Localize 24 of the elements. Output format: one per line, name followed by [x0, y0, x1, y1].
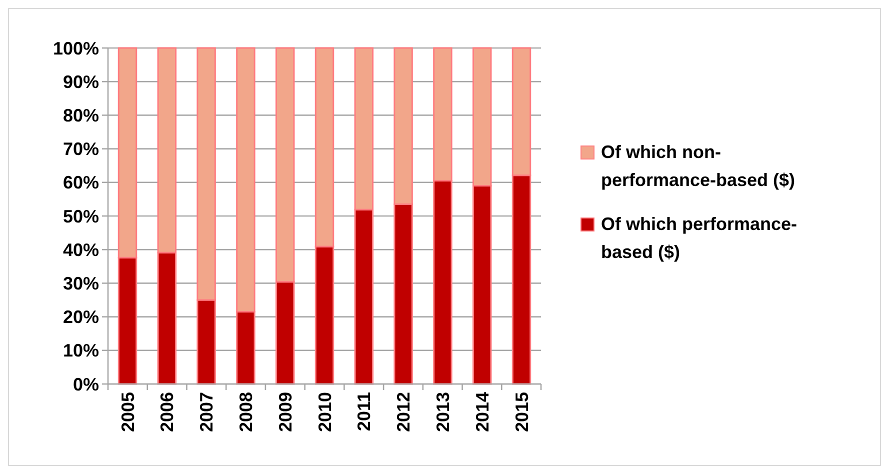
x-tick-label: 2009 [275, 392, 296, 432]
legend-label: Of which non-performance-based ($) [601, 142, 796, 190]
y-tick-label: 40% [62, 240, 99, 260]
y-tick-label: 60% [62, 172, 99, 193]
y-tick-label: 10% [62, 340, 99, 361]
y-tick-label: 70% [62, 139, 99, 160]
x-tick-label: 2014 [472, 392, 492, 432]
x-tick-label: 2015 [512, 392, 532, 432]
x-tick-label: 2010 [314, 392, 335, 432]
y-tick-label: 20% [62, 307, 99, 328]
x-tick-label: 2013 [433, 392, 453, 432]
x-tick-label: 2007 [196, 392, 217, 432]
x-tick-label: 2008 [236, 392, 256, 432]
y-tick-label: 90% [62, 72, 99, 92]
y-tick-label: 50% [62, 206, 99, 226]
y-tick-label: 30% [62, 274, 99, 294]
x-tick-label: 2005 [118, 392, 138, 432]
x-tick-label: 2006 [157, 392, 178, 432]
y-tick-label: 80% [62, 106, 99, 126]
y-tick-label: 0% [72, 374, 99, 394]
x-tick-label: 2012 [394, 392, 414, 432]
x-tick-label: 2011 [354, 392, 374, 432]
y-tick-label: 100% [52, 38, 99, 58]
legend-label: Of which performance-based ($) [601, 214, 798, 262]
